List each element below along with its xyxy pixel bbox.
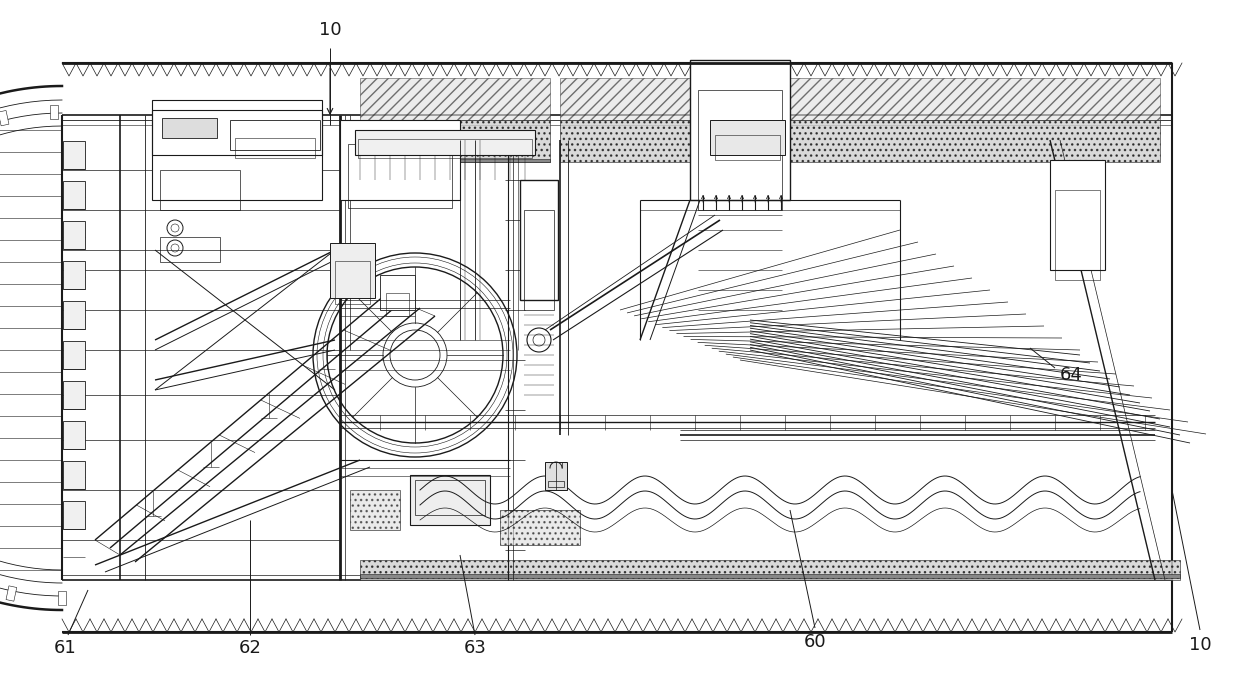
- Bar: [63, 341, 85, 369]
- Bar: [358, 139, 532, 158]
- Bar: [58, 591, 66, 605]
- Bar: [410, 475, 489, 525]
- Bar: [560, 120, 1160, 162]
- Bar: [501, 510, 580, 545]
- Bar: [6, 586, 17, 601]
- Bar: [361, 159, 550, 162]
- Bar: [0, 111, 9, 126]
- Text: 63: 63: [463, 639, 487, 657]
- Bar: [63, 381, 85, 409]
- Bar: [63, 141, 85, 169]
- Bar: [50, 105, 58, 119]
- Bar: [348, 144, 452, 208]
- Bar: [63, 261, 85, 289]
- Bar: [63, 181, 85, 209]
- Bar: [1054, 190, 1100, 280]
- Bar: [715, 135, 781, 160]
- Bar: [690, 60, 790, 200]
- Bar: [230, 120, 320, 150]
- Bar: [349, 490, 400, 530]
- Bar: [387, 293, 409, 316]
- Bar: [63, 501, 85, 529]
- Bar: [152, 110, 322, 200]
- Bar: [330, 243, 375, 298]
- Bar: [524, 210, 554, 310]
- Bar: [361, 120, 550, 162]
- Bar: [162, 118, 217, 138]
- Bar: [548, 481, 564, 487]
- Bar: [160, 237, 221, 262]
- Text: 10: 10: [318, 21, 341, 39]
- Bar: [63, 461, 85, 489]
- Bar: [160, 170, 240, 210]
- Bar: [545, 462, 567, 490]
- Bar: [63, 301, 85, 329]
- Bar: [152, 100, 322, 155]
- Text: 60: 60: [804, 633, 826, 651]
- Bar: [356, 130, 535, 155]
- Bar: [339, 120, 460, 200]
- Bar: [361, 574, 1180, 578]
- Text: 61: 61: [53, 639, 77, 657]
- Bar: [415, 480, 484, 515]
- Text: 10: 10: [1188, 636, 1212, 654]
- Bar: [1049, 160, 1105, 270]
- Bar: [235, 138, 315, 158]
- Bar: [335, 261, 370, 304]
- Bar: [520, 180, 558, 300]
- Text: 64: 64: [1061, 366, 1083, 384]
- Bar: [710, 120, 786, 155]
- Bar: [361, 78, 550, 120]
- Bar: [63, 421, 85, 449]
- Text: 62: 62: [239, 639, 261, 657]
- Bar: [560, 78, 1160, 120]
- Bar: [361, 560, 1180, 580]
- Bar: [380, 275, 415, 310]
- Bar: [698, 90, 782, 210]
- Bar: [63, 221, 85, 249]
